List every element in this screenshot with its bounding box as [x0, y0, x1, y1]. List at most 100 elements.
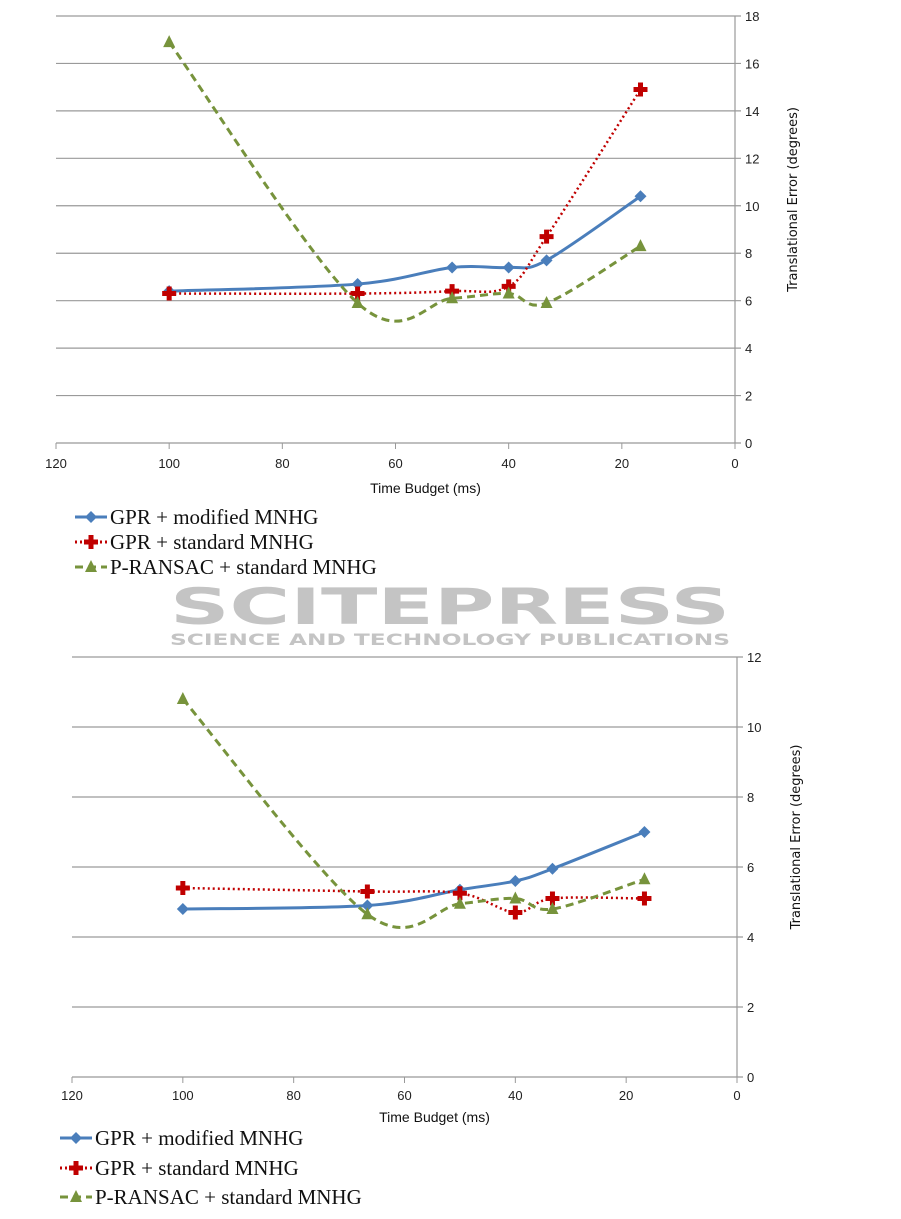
- triangle-marker: [361, 907, 374, 920]
- x-tick-label: 120: [45, 456, 67, 471]
- diamond-marker: [351, 278, 364, 291]
- series-gpr_standard: [162, 82, 648, 301]
- cross-marker: [452, 886, 467, 901]
- y-tick-label: 6: [747, 860, 754, 875]
- x-axis-label: Time Budget (ms): [379, 1109, 490, 1125]
- x-tick-label: 60: [397, 1088, 411, 1103]
- triangle-marker: [176, 692, 189, 704]
- y-tick-label: 8: [745, 246, 752, 261]
- series-line: [169, 195, 642, 293]
- triangle-marker: [546, 902, 559, 914]
- legend-label: P-RANSAC + standard MNHG: [110, 555, 377, 579]
- cross-marker: [633, 82, 648, 97]
- triangle-marker: [453, 896, 466, 909]
- x-tick-label: 40: [501, 456, 515, 471]
- legend-label: GPR + modified MNHG: [95, 1126, 303, 1150]
- triangle-marker: [634, 239, 647, 252]
- x-tick-label: 60: [388, 456, 402, 471]
- cross-marker: [637, 891, 652, 906]
- y-tick-label: 0: [745, 436, 752, 451]
- cross-marker: [501, 279, 516, 294]
- x-tick-label: 100: [172, 1088, 194, 1103]
- series-line: [167, 41, 642, 323]
- cross-marker: [175, 881, 190, 895]
- x-tick-label: 0: [733, 1088, 740, 1103]
- cross-marker: [545, 891, 560, 906]
- x-tick-label: 80: [275, 456, 289, 471]
- y-tick-label: 12: [745, 151, 759, 166]
- triangle-marker: [446, 291, 459, 304]
- series-line: [181, 698, 645, 929]
- cross-marker: [350, 286, 365, 301]
- legend-label: P-RANSAC + standard MNHG: [95, 1185, 362, 1209]
- y-tick-label: 12: [747, 650, 761, 665]
- diamond-marker: [540, 254, 553, 267]
- cross-marker: [508, 905, 523, 920]
- legend-label: GPR + standard MNHG: [110, 530, 314, 554]
- legend-label: GPR + standard MNHG: [95, 1156, 299, 1180]
- y-tick-label: 4: [747, 930, 754, 945]
- legend-item: GPR + standard MNHG: [75, 530, 314, 554]
- x-tick-label: 0: [731, 456, 738, 471]
- y-axis-label: Translational Error (degrees): [786, 107, 801, 293]
- diamond-marker: [638, 826, 651, 838]
- y-tick-label: 18: [745, 9, 759, 24]
- triangle-marker: [85, 560, 97, 572]
- legend-item: P-RANSAC + standard MNHG: [75, 555, 377, 579]
- series-line: [182, 886, 645, 914]
- series-line: [182, 830, 646, 911]
- triangle-marker: [638, 872, 651, 885]
- y-tick-label: 2: [745, 389, 752, 404]
- y-tick-label: 14: [745, 104, 759, 119]
- cross-marker: [162, 286, 177, 301]
- triangle-marker: [540, 296, 553, 309]
- x-tick-label: 20: [619, 1088, 633, 1103]
- watermark: SCITEPRESS SCIENCE AND TECHNOLOGY PUBLIC…: [170, 578, 730, 649]
- legend-item: GPR + standard MNHG: [60, 1156, 299, 1180]
- diamond-marker: [70, 1132, 82, 1144]
- series-pransac: [163, 35, 647, 323]
- cross-marker: [69, 1161, 83, 1175]
- y-tick-label: 8: [747, 790, 754, 805]
- diamond-marker: [361, 899, 374, 912]
- x-tick-label: 80: [286, 1088, 300, 1103]
- legend-item: GPR + modified MNHG: [75, 505, 318, 529]
- diamond-marker: [509, 875, 522, 887]
- watermark-logo: SCITEPRESS: [170, 578, 730, 636]
- diamond-marker: [446, 261, 459, 274]
- y-tick-label: 0: [747, 1070, 754, 1085]
- diamond-marker: [502, 261, 515, 274]
- diamond-marker: [85, 511, 97, 523]
- chart-1: 0 2 4 6 8 10 12 14 16 18 120 100 80 60 40 20 0 Time Budge…: [45, 9, 801, 579]
- chart-2: 0 2 4 6 8 10 12 120 100 80 60 40 20 0 Time Budget (ms)…: [60, 650, 804, 1209]
- series-line: [169, 88, 642, 295]
- x-tick-label: 40: [508, 1088, 522, 1103]
- triangle-marker: [163, 35, 176, 48]
- diamond-marker: [546, 862, 559, 875]
- legend-item: P-RANSAC + standard MNHG: [60, 1185, 362, 1209]
- cross-marker: [445, 284, 460, 299]
- x-axis-label: Time Budget (ms): [370, 480, 481, 496]
- diamond-marker: [176, 903, 189, 915]
- y-tick-label: 10: [747, 720, 761, 735]
- series-pransac: [176, 692, 651, 929]
- y-axis-label: Translational Error (degrees): [789, 745, 804, 931]
- triangle-marker: [502, 286, 515, 299]
- x-tick-label: 20: [615, 456, 629, 471]
- watermark-tagline: SCIENCE AND TECHNOLOGY PUBLICATIONS: [170, 630, 730, 649]
- diamond-marker: [634, 190, 647, 203]
- cross-marker: [539, 229, 554, 244]
- cross-marker: [360, 884, 375, 899]
- triangle-marker: [70, 1190, 82, 1202]
- triangle-marker: [351, 296, 364, 309]
- legend-item: GPR + modified MNHG: [60, 1126, 303, 1150]
- triangle-marker: [509, 891, 522, 904]
- y-tick-label: 6: [745, 294, 752, 309]
- legend-label: GPR + modified MNHG: [110, 505, 318, 529]
- y-tick-label: 4: [745, 341, 752, 356]
- y-tick-label: 16: [745, 56, 759, 71]
- cross-marker: [84, 535, 98, 549]
- series-gpr_standard: [175, 881, 652, 920]
- y-tick-label: 10: [745, 199, 759, 214]
